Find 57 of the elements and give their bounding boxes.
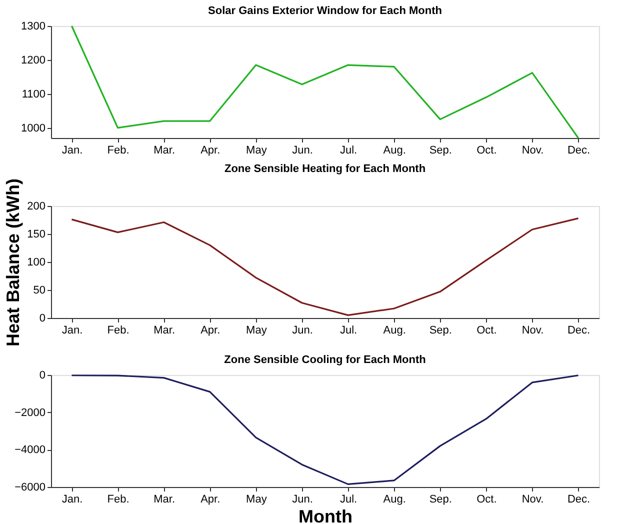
y-axis-title: Heat Balance (kWh) (3, 178, 24, 347)
x-tick-label: Nov. (522, 144, 544, 156)
line-series (70, 374, 580, 485)
x-tick-label: Nov. (522, 324, 544, 336)
x-tick-label: Oct. (476, 494, 497, 506)
x-tick-label: Oct. (476, 144, 497, 156)
y-tick-label: 1000 (21, 122, 46, 134)
x-tick-label: May (246, 324, 268, 336)
x-tick-label: Jun. (292, 324, 313, 336)
y-tick-label: 0 (39, 370, 46, 382)
x-tick-label: Mar. (154, 494, 176, 506)
x-tick-label: Jan. (62, 494, 83, 506)
line-series (70, 25, 580, 139)
x-tick-label: Sep. (429, 324, 452, 336)
line-series (70, 218, 580, 316)
y-tick-label: 0 (39, 312, 46, 324)
x-tick-label: Dec. (567, 324, 590, 336)
y-tick-label: −6000 (14, 482, 46, 494)
x-tick-label: Mar. (154, 144, 176, 156)
x-tick-label: Nov. (522, 494, 544, 506)
x-tick-label: Feb. (107, 494, 130, 506)
y-tick-label: 1200 (21, 54, 46, 66)
x-tick-label: Mar. (154, 324, 176, 336)
x-tick-label: Dec. (567, 494, 590, 506)
x-tick-label: Sep. (429, 144, 452, 156)
x-tick-label: Jul. (340, 494, 358, 506)
y-tick-label: −2000 (14, 406, 46, 419)
x-tick-label: Aug. (383, 494, 406, 506)
y-tick-label: −4000 (14, 444, 46, 456)
x-tick-label: Aug. (383, 324, 406, 336)
x-tick-label: May (246, 494, 268, 506)
x-tick-label: May (246, 144, 268, 156)
y-tick-label: 50 (33, 284, 46, 296)
x-tick-label: Jun. (292, 494, 313, 506)
x-tick-label: Oct. (476, 324, 497, 336)
x-axis-title: Month (298, 506, 352, 524)
x-tick-label: Jul. (340, 144, 358, 156)
y-tick-label: 150 (27, 228, 46, 240)
x-tick-label: Sep. (429, 494, 452, 506)
x-tick-label: Dec. (567, 144, 590, 156)
x-tick-label: Feb. (107, 144, 130, 156)
y-tick-label: 1100 (22, 88, 46, 100)
y-tick-label: 100 (27, 256, 46, 268)
x-tick-label: Apr. (200, 324, 220, 336)
chart-title: Zone Sensible Heating for Each Month (224, 162, 426, 175)
chart-title: Zone Sensible Cooling for Each Month (224, 354, 426, 366)
x-tick-label: Jun. (292, 144, 313, 156)
x-tick-label: Apr. (200, 494, 220, 506)
x-tick-label: Feb. (107, 324, 130, 336)
x-tick-label: Apr. (200, 144, 220, 156)
chart-title: Solar Gains Exterior Window for Each Month (208, 5, 442, 17)
x-tick-label: Jan. (62, 324, 83, 336)
x-tick-label: Jan. (62, 144, 83, 156)
x-tick-label: Aug. (383, 144, 406, 156)
y-tick-label: 1300 (21, 20, 46, 32)
x-tick-label: Jul. (340, 324, 358, 336)
y-tick-label: 200 (27, 200, 46, 212)
